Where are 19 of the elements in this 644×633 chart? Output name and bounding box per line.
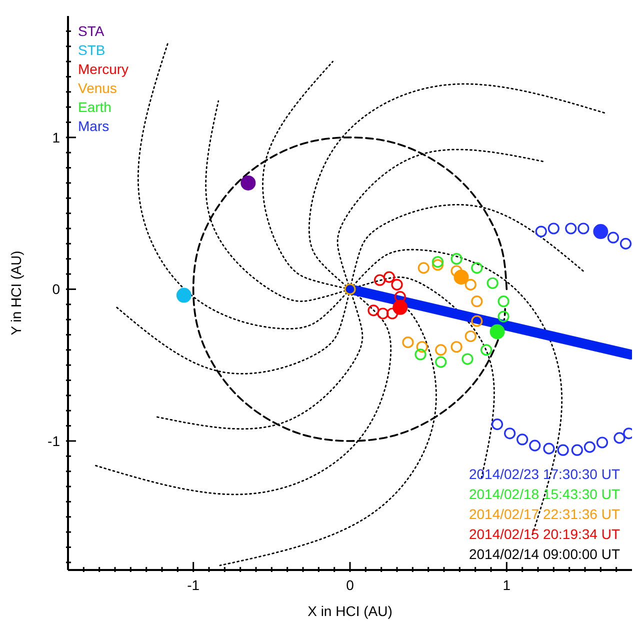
y-tick-label: 1 [52, 129, 60, 146]
x-axis-title: X in HCI (AU) [308, 603, 392, 619]
x-tick-label: 0 [346, 577, 354, 593]
annotation: 2014/02/14 09:00:00 UT [468, 545, 620, 564]
text: Earth [78, 98, 112, 117]
text: Venus [78, 79, 118, 98]
y-tick-label: 0 [52, 281, 60, 298]
text: Mercury [78, 60, 129, 79]
y-axis-title: Y in HCI (AU) [8, 250, 24, 336]
text: Mars [78, 117, 110, 136]
y-tick-label: -1 [48, 432, 60, 449]
text: STB [78, 41, 106, 60]
text: STA [78, 22, 106, 41]
annotation: 2014/02/18 15:43:30 UT [468, 485, 620, 504]
annotation: 2014/02/23 17:30:30 UT [468, 465, 620, 484]
x-tick-label: -1 [187, 577, 200, 593]
x-tick-label: 1 [502, 577, 511, 593]
annotation: 2014/02/15 20:19:34 UT [468, 525, 620, 544]
annotation: 2014/02/17 22:31:36 UT [468, 505, 620, 524]
